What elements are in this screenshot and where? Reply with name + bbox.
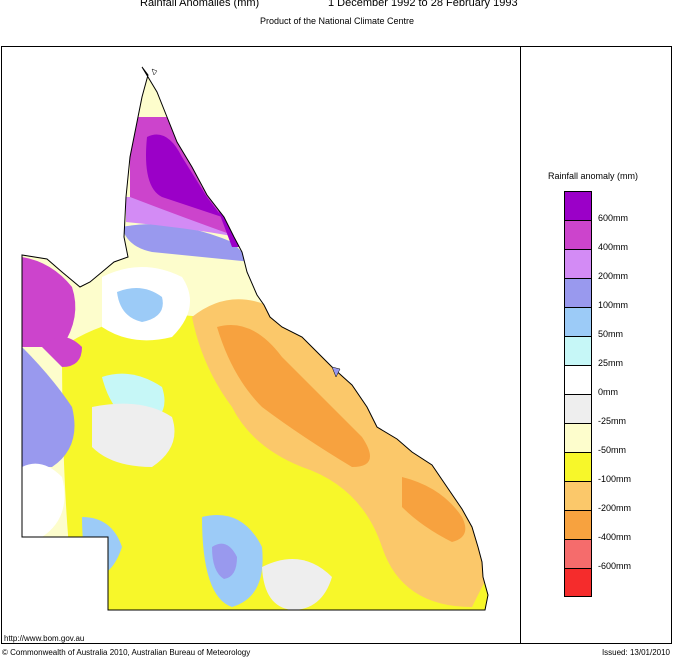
legend-label: -25mm xyxy=(598,416,627,426)
legend-title: Rainfall anomaly (mm) xyxy=(548,171,639,181)
map-title: Rainfall Anomalies (mm) xyxy=(140,0,260,9)
legend-swatch xyxy=(564,394,592,423)
legend-label: 600mm xyxy=(598,213,629,223)
footer-url[interactable]: http://www.bom.gov.au xyxy=(4,634,85,643)
legend-label: 0mm xyxy=(598,387,618,397)
legend-swatch xyxy=(564,249,592,278)
header: Rainfall Anomalies (mm) 1 December 1992 … xyxy=(0,0,674,14)
legend-swatch xyxy=(564,539,592,568)
legend-swatch xyxy=(564,452,592,481)
legend-label: 50mm xyxy=(598,329,624,339)
footer-copyright: © Commonwealth of Australia 2010, Austra… xyxy=(2,648,251,657)
legend-swatch xyxy=(564,510,592,539)
legend-label: 100mm xyxy=(598,300,629,310)
legend-label: -100mm xyxy=(598,474,632,484)
map-frame xyxy=(1,46,672,644)
legend-label: 25mm xyxy=(598,358,624,368)
legend-swatch xyxy=(564,307,592,336)
legend-label: -600mm xyxy=(598,561,632,571)
legend-swatch xyxy=(564,365,592,394)
legend-colorbar xyxy=(564,191,592,597)
legend-label: 200mm xyxy=(598,271,629,281)
map-subtitle: Product of the National Climate Centre xyxy=(259,16,415,26)
legend-swatch xyxy=(564,336,592,365)
legend-swatch xyxy=(564,191,592,220)
panel-divider xyxy=(520,46,521,644)
legend-swatch xyxy=(564,278,592,307)
map-period: 1 December 1992 to 28 February 1993 xyxy=(328,0,518,9)
footer-issued-date: Issued: 13/01/2010 xyxy=(601,648,670,657)
queensland-rainfall-map xyxy=(21,66,489,611)
legend-label: -50mm xyxy=(598,445,627,455)
legend-swatch xyxy=(564,220,592,249)
legend-swatch xyxy=(564,481,592,510)
legend-swatch xyxy=(564,568,592,597)
legend-label: -200mm xyxy=(598,503,632,513)
legend-swatch xyxy=(564,423,592,452)
legend-label: -400mm xyxy=(598,532,632,542)
legend-label: 400mm xyxy=(598,242,629,252)
